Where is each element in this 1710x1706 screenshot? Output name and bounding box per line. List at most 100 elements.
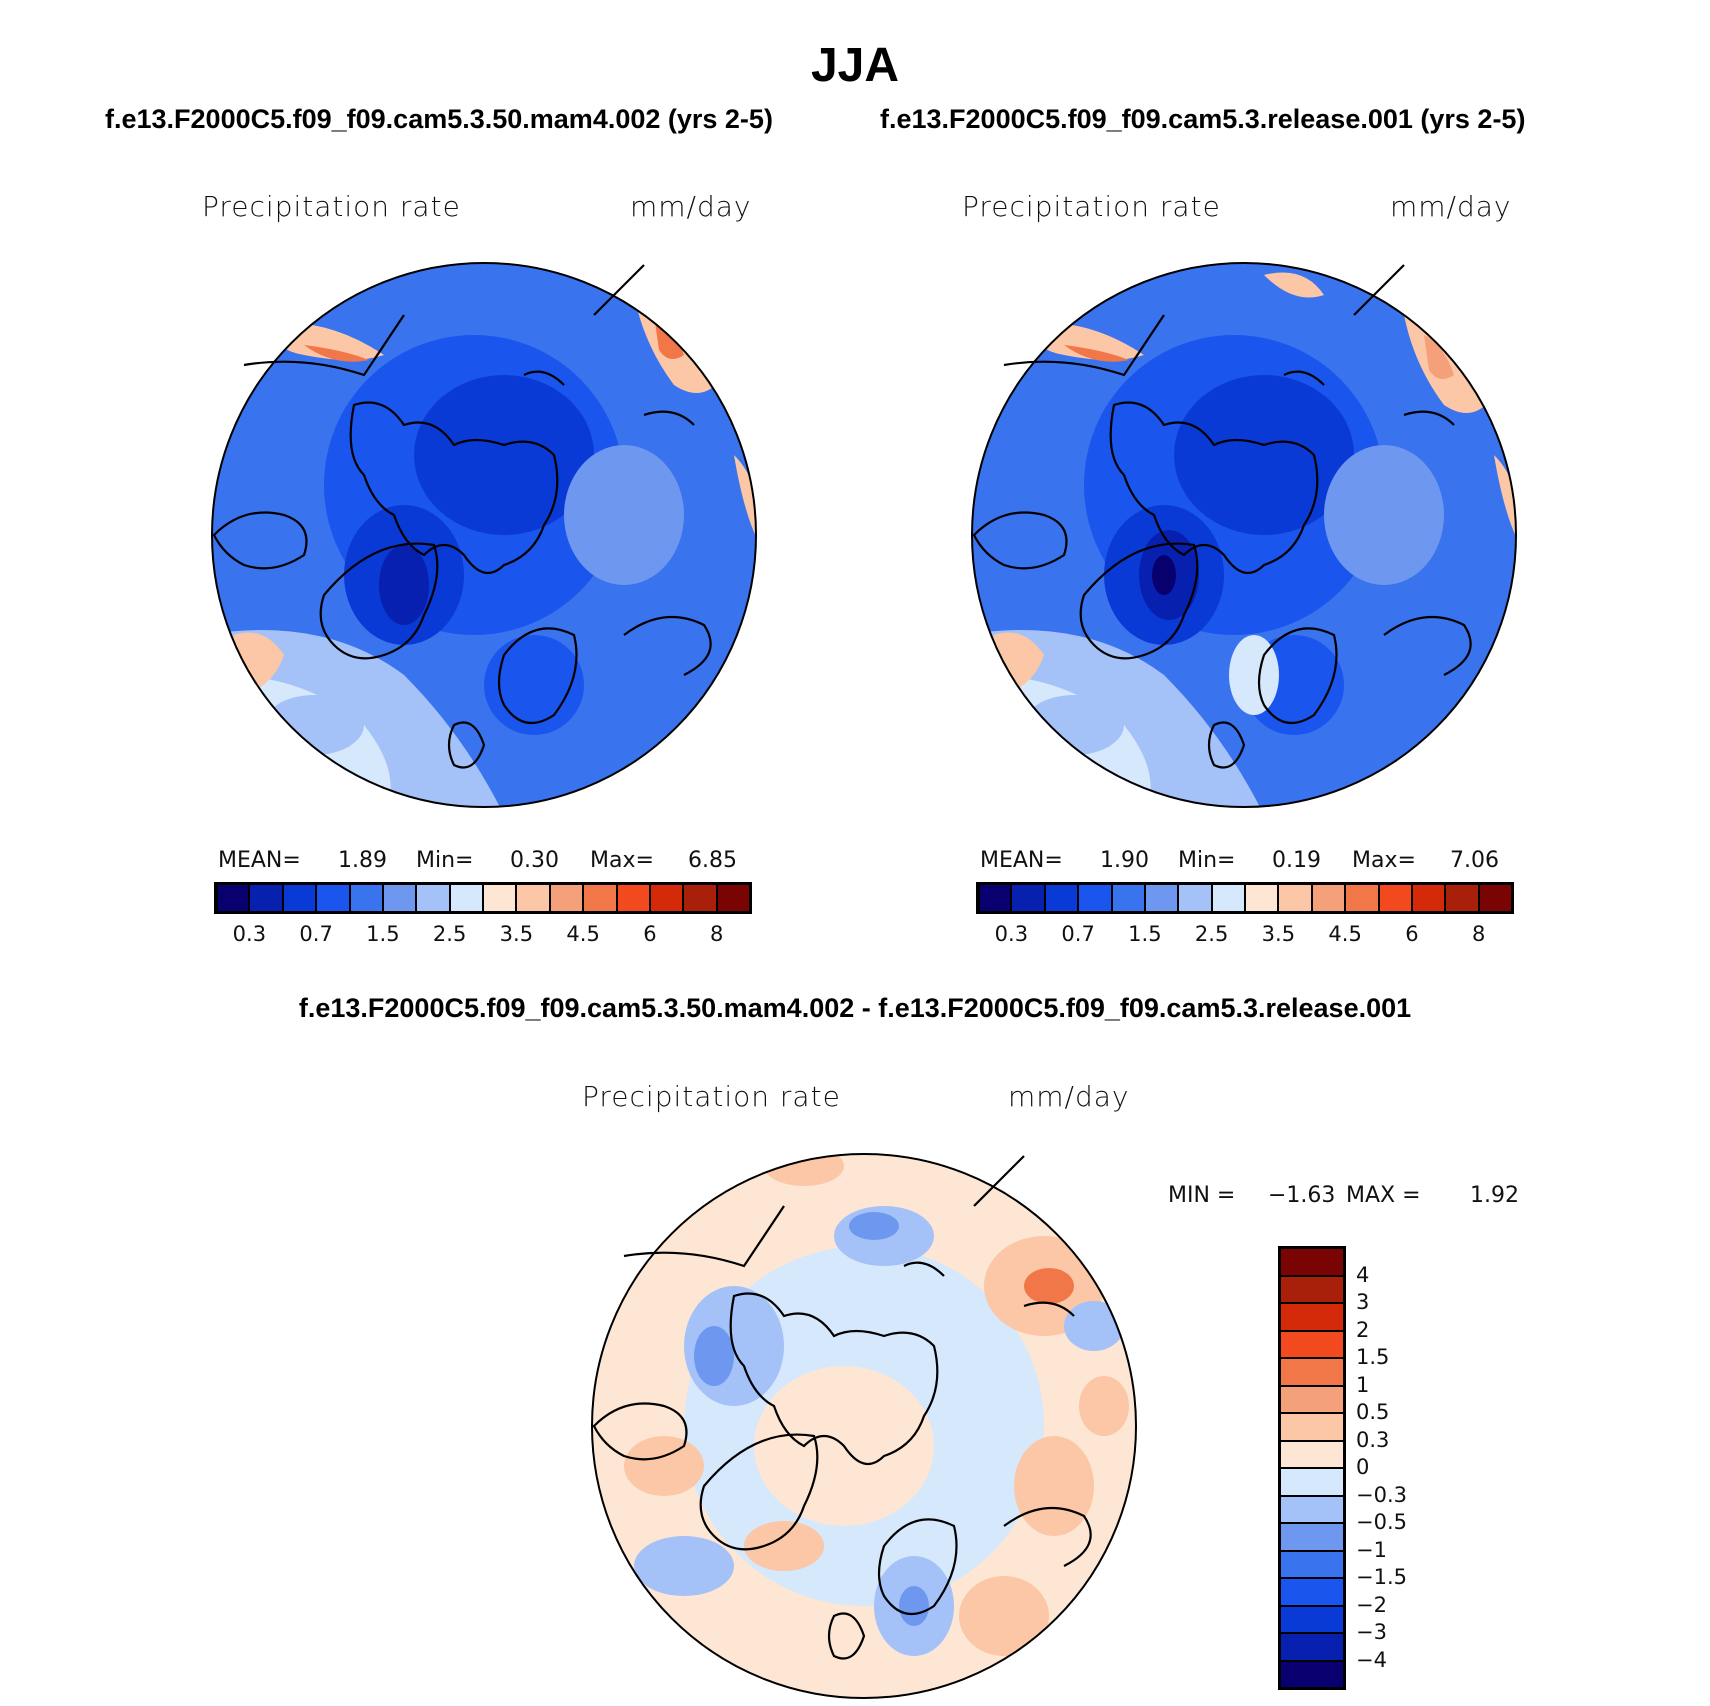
left-colorbar-swatch <box>382 884 417 912</box>
right-colorbar-swatch <box>1245 884 1279 912</box>
right-colorbar-swatch <box>1111 884 1145 912</box>
diff-colorbar-swatch <box>1280 1550 1344 1578</box>
diff-colorbar <box>1278 1246 1346 1690</box>
diff-max-value: 1.92 <box>1470 1183 1519 1208</box>
right-colorbar-swatch <box>1445 884 1479 912</box>
diff-colorbar-swatch <box>1280 1523 1344 1551</box>
diff-colorbar-swatch <box>1280 1248 1344 1276</box>
left-colorbar-tick-label: 2.5 <box>432 922 467 946</box>
diff-colorbar-tick-label: −4 <box>1356 1647 1387 1672</box>
diff-colorbar-ticks: 4 3 2 1.5 1 0.5 0.3 0 −0.3 −0.5 −1 −1.5 −2 −3 −4 <box>1356 1248 1476 1688</box>
diff-colorbar-tick-label: 3 <box>1356 1290 1370 1314</box>
diff-colorbar-swatch <box>1280 1385 1344 1413</box>
diff-colorbar-swatch <box>1280 1605 1344 1633</box>
right-colorbar-tick-label: 4.5 <box>1328 922 1362 946</box>
right-colorbar-swatch <box>1144 884 1179 912</box>
right-colorbar-swatch <box>1478 884 1512 912</box>
left-colorbar-swatch <box>549 884 584 912</box>
right-map <box>971 262 1517 808</box>
right-colorbar-swatch <box>1311 884 1346 912</box>
right-colorbar-swatch <box>1044 884 1079 912</box>
left-case-title: f.e13.F2000C5.f09_f09.cam5.3.50.mam4.002… <box>105 104 773 134</box>
difference-title: f.e13.F2000C5.f09_f09.cam5.3.50.mam4.002… <box>298 993 1412 1023</box>
diff-colorbar-swatch <box>1280 1660 1344 1688</box>
difference-map <box>591 1153 1137 1699</box>
left-units-label: mm/day <box>630 190 752 223</box>
diff-min-label: MIN = <box>1168 1183 1236 1208</box>
left-colorbar <box>214 882 752 914</box>
diff-colorbar-tick-label: −0.3 <box>1356 1482 1407 1507</box>
right-colorbar-tick-label: 0.7 <box>1061 922 1095 946</box>
figure-title: JJA <box>810 39 900 92</box>
diff-colorbar-tick-label: 4 <box>1356 1262 1370 1287</box>
right-colorbar-tick-label: 3.5 <box>1261 922 1296 946</box>
diff-colorbar-tick-label: −3 <box>1356 1620 1387 1644</box>
diff-colorbar-swatch <box>1280 1303 1344 1331</box>
left-colorbar-swatch <box>449 884 483 912</box>
diff-variable-label: Precipitation rate <box>582 1080 841 1113</box>
left-colorbar-swatch <box>716 884 750 912</box>
right-colorbar-tick-label: 2.5 <box>1194 922 1229 946</box>
right-colorbar-swatch <box>978 884 1012 912</box>
diff-colorbar-swatch <box>1280 1358 1344 1386</box>
right-colorbar-tick-label: 6 <box>1405 922 1419 946</box>
right-min-label: Min= <box>1178 848 1236 873</box>
diff-colorbar-swatch <box>1280 1440 1344 1468</box>
right-max-value: 7.06 <box>1450 848 1499 873</box>
diff-colorbar-tick-label: 2 <box>1356 1317 1370 1342</box>
diff-colorbar-tick-label: 0.5 <box>1356 1400 1390 1424</box>
left-mean-value: 1.89 <box>338 848 387 873</box>
left-colorbar-tick-label: 1.5 <box>366 922 400 946</box>
left-colorbar-swatch <box>516 884 550 912</box>
left-colorbar-swatch <box>483 884 517 912</box>
right-colorbar-swatch <box>1411 884 1446 912</box>
right-colorbar-tick-label: 1.5 <box>1128 922 1162 946</box>
diff-min-value: −1.63 <box>1268 1183 1336 1208</box>
diff-colorbar-tick-label: −2 <box>1356 1592 1387 1617</box>
left-colorbar-tick-label: 6 <box>643 922 657 946</box>
left-map <box>211 262 757 808</box>
left-min-value: 0.30 <box>510 848 559 873</box>
diff-max-label: MAX = <box>1346 1183 1421 1208</box>
left-colorbar-swatch <box>683 884 717 912</box>
diff-units-label: mm/day <box>1008 1080 1130 1113</box>
left-colorbar-swatch <box>416 884 450 912</box>
diff-colorbar-swatch <box>1280 1330 1344 1358</box>
diff-colorbar-swatch <box>1280 1578 1344 1606</box>
left-variable-label: Precipitation rate <box>202 190 461 223</box>
diff-colorbar-swatch <box>1280 1495 1344 1523</box>
right-colorbar-swatch <box>1011 884 1045 912</box>
left-max-label: Max= <box>590 848 654 873</box>
left-colorbar-swatch <box>583 884 617 912</box>
right-min-value: 0.19 <box>1272 848 1321 873</box>
right-colorbar-swatch <box>1078 884 1112 912</box>
left-colorbar-tick-label: 0.7 <box>299 922 333 946</box>
diff-colorbar-tick-label: 1 <box>1356 1372 1370 1397</box>
diff-colorbar-tick-label: −1 <box>1356 1537 1387 1562</box>
left-colorbar-swatch <box>282 884 317 912</box>
right-colorbar-ticks: 0.3 0.7 1.5 2.5 3.5 4.5 6 8 <box>978 922 1512 950</box>
left-max-value: 6.85 <box>688 848 737 873</box>
diff-colorbar-tick-label: 0.3 <box>1356 1427 1390 1452</box>
left-colorbar-tick-label: 8 <box>709 922 724 946</box>
right-colorbar-tick-label: 8 <box>1471 922 1486 946</box>
right-variable-label: Precipitation rate <box>962 190 1221 223</box>
left-colorbar-tick-label: 4.5 <box>566 922 600 946</box>
right-colorbar-swatch <box>1178 884 1212 912</box>
left-colorbar-swatch <box>249 884 283 912</box>
right-colorbar <box>976 882 1514 914</box>
diff-colorbar-tick-label: −0.5 <box>1356 1510 1407 1534</box>
right-colorbar-swatch <box>1211 884 1245 912</box>
right-mean-label: MEAN= <box>980 848 1063 873</box>
diff-colorbar-swatch <box>1280 1633 1344 1661</box>
right-case-title: f.e13.F2000C5.f09_f09.cam5.3.release.001… <box>880 104 1526 134</box>
left-colorbar-tick-label: 0.3 <box>232 922 267 946</box>
left-colorbar-tick-label: 3.5 <box>499 922 534 946</box>
diff-colorbar-swatch <box>1280 1413 1344 1441</box>
diff-colorbar-tick-label: −1.5 <box>1356 1565 1407 1589</box>
right-units-label: mm/day <box>1390 190 1512 223</box>
left-colorbar-ticks: 0.3 0.7 1.5 2.5 3.5 4.5 6 8 <box>216 922 750 950</box>
left-colorbar-swatch <box>616 884 650 912</box>
right-colorbar-swatch <box>1278 884 1312 912</box>
left-mean-label: MEAN= <box>218 848 301 873</box>
